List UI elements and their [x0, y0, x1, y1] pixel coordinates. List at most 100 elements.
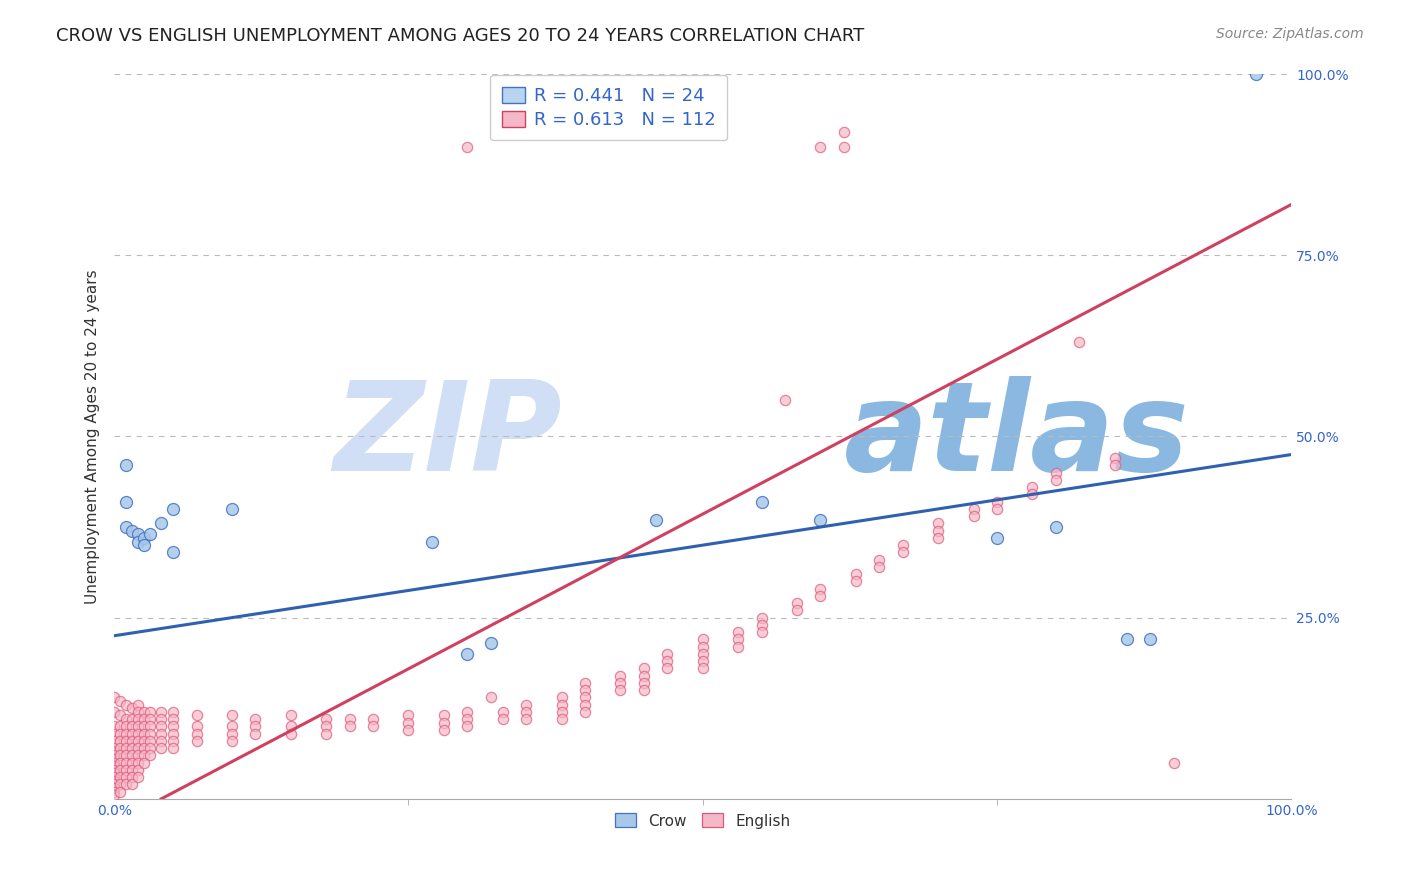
Point — [127, 712, 149, 726]
Point — [162, 734, 184, 748]
Point — [127, 756, 149, 770]
Point — [433, 723, 456, 737]
Point — [108, 756, 131, 770]
Point — [127, 527, 149, 541]
Point — [515, 705, 537, 719]
Point — [162, 719, 184, 733]
Point — [127, 734, 149, 748]
Point — [103, 763, 125, 777]
Point — [103, 780, 125, 795]
Point — [127, 705, 149, 719]
Point — [162, 726, 184, 740]
Point — [162, 741, 184, 756]
Point — [315, 712, 337, 726]
Point — [138, 726, 160, 740]
Point — [657, 654, 679, 668]
Point — [162, 712, 184, 726]
Point — [456, 139, 478, 153]
Point — [692, 661, 714, 675]
Point — [115, 719, 138, 733]
Point — [868, 552, 890, 566]
Text: Source: ZipAtlas.com: Source: ZipAtlas.com — [1216, 27, 1364, 41]
Point — [103, 741, 125, 756]
Point — [103, 770, 125, 784]
Point — [361, 712, 384, 726]
Point — [492, 712, 515, 726]
Point — [609, 676, 631, 690]
Point — [1045, 473, 1067, 487]
Point — [751, 610, 773, 624]
Point — [221, 502, 243, 516]
Point — [574, 676, 596, 690]
Point — [115, 520, 138, 534]
Point — [609, 668, 631, 682]
Point — [1139, 632, 1161, 647]
Point — [132, 734, 155, 748]
Point — [1021, 480, 1043, 494]
Point — [550, 690, 572, 705]
Point — [574, 683, 596, 698]
Point — [633, 661, 655, 675]
Point — [121, 524, 143, 538]
Point — [810, 513, 832, 527]
Point — [121, 726, 143, 740]
Point — [550, 705, 572, 719]
Point — [150, 705, 173, 719]
Point — [108, 726, 131, 740]
Point — [150, 734, 173, 748]
Point — [245, 719, 267, 733]
Point — [751, 494, 773, 508]
Point — [115, 726, 138, 740]
Point — [727, 640, 749, 654]
Point — [138, 719, 160, 733]
Point — [186, 734, 208, 748]
Point — [132, 712, 155, 726]
Point — [832, 139, 855, 153]
Point — [108, 708, 131, 723]
Point — [138, 734, 160, 748]
Point — [492, 705, 515, 719]
Point — [927, 531, 949, 545]
Point — [127, 770, 149, 784]
Text: ZIP: ZIP — [333, 376, 561, 497]
Point — [221, 734, 243, 748]
Point — [115, 698, 138, 712]
Point — [138, 741, 160, 756]
Point — [103, 726, 125, 740]
Point — [150, 741, 173, 756]
Point — [810, 139, 832, 153]
Point — [339, 712, 361, 726]
Point — [339, 719, 361, 733]
Point — [103, 788, 125, 802]
Point — [1104, 451, 1126, 466]
Point — [515, 712, 537, 726]
Point — [1045, 520, 1067, 534]
Point — [657, 661, 679, 675]
Point — [280, 708, 302, 723]
Point — [138, 748, 160, 763]
Point — [633, 676, 655, 690]
Point — [420, 534, 443, 549]
Point — [361, 719, 384, 733]
Point — [115, 712, 138, 726]
Point — [103, 752, 125, 766]
Point — [121, 763, 143, 777]
Point — [891, 545, 914, 559]
Point — [108, 777, 131, 791]
Point — [456, 705, 478, 719]
Point — [962, 502, 984, 516]
Point — [162, 705, 184, 719]
Point — [810, 582, 832, 596]
Point — [456, 647, 478, 661]
Point — [927, 516, 949, 531]
Point — [138, 705, 160, 719]
Point — [550, 712, 572, 726]
Point — [121, 719, 143, 733]
Point — [132, 726, 155, 740]
Point — [115, 748, 138, 763]
Point — [845, 567, 868, 582]
Point — [115, 494, 138, 508]
Point — [398, 715, 420, 730]
Point — [186, 726, 208, 740]
Point — [132, 538, 155, 552]
